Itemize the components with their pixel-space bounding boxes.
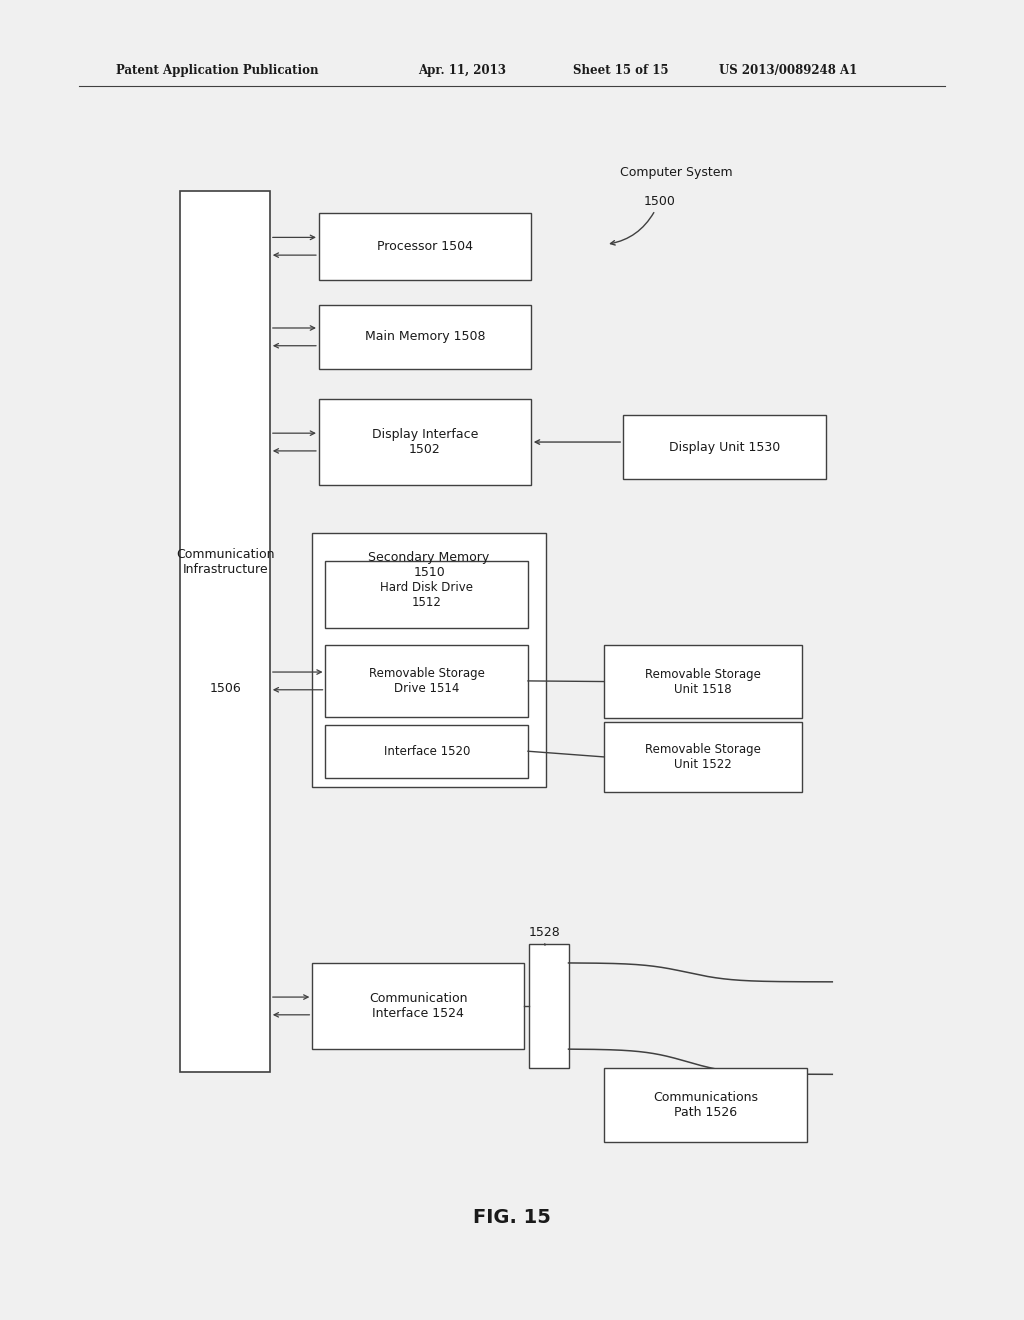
Text: Interface 1520: Interface 1520 xyxy=(384,744,470,758)
Bar xyxy=(604,722,802,792)
Text: Communication
Interface 1524: Communication Interface 1524 xyxy=(369,991,468,1020)
Text: Removable Storage
Drive 1514: Removable Storage Drive 1514 xyxy=(369,667,484,694)
Text: 1506: 1506 xyxy=(209,682,241,696)
Text: Display Unit 1530: Display Unit 1530 xyxy=(669,441,780,454)
Bar xyxy=(318,399,530,486)
Text: US 2013/0089248 A1: US 2013/0089248 A1 xyxy=(719,65,857,78)
Text: Computer System: Computer System xyxy=(621,165,733,178)
Text: Display Interface
1502: Display Interface 1502 xyxy=(372,428,478,455)
Bar xyxy=(326,561,528,628)
Bar xyxy=(624,416,825,479)
Text: Hard Disk Drive
1512: Hard Disk Drive 1512 xyxy=(380,581,473,609)
Bar xyxy=(318,305,530,368)
Text: Communications
Path 1526: Communications Path 1526 xyxy=(653,1090,758,1119)
Text: 1528: 1528 xyxy=(529,925,561,939)
Bar xyxy=(326,644,528,717)
Text: Removable Storage
Unit 1522: Removable Storage Unit 1522 xyxy=(645,743,761,771)
Text: 1500: 1500 xyxy=(644,195,676,207)
Bar xyxy=(604,644,802,718)
Text: Removable Storage
Unit 1518: Removable Storage Unit 1518 xyxy=(645,668,761,696)
Bar xyxy=(180,191,270,1072)
Text: FIG. 15: FIG. 15 xyxy=(473,1208,551,1228)
Text: Sheet 15 of 15: Sheet 15 of 15 xyxy=(573,65,669,78)
Text: Processor 1504: Processor 1504 xyxy=(377,240,473,252)
Bar xyxy=(529,944,568,1068)
Bar xyxy=(318,213,530,280)
Text: Main Memory 1508: Main Memory 1508 xyxy=(365,330,485,343)
Bar xyxy=(604,1068,807,1142)
Bar xyxy=(326,725,528,777)
Text: Patent Application Publication: Patent Application Publication xyxy=(117,65,318,78)
Bar xyxy=(312,962,524,1049)
Bar xyxy=(312,533,546,787)
Text: Secondary Memory
1510: Secondary Memory 1510 xyxy=(369,550,489,579)
Text: Apr. 11, 2013: Apr. 11, 2013 xyxy=(418,65,506,78)
Text: Communication
Infrastructure: Communication Infrastructure xyxy=(176,548,274,576)
